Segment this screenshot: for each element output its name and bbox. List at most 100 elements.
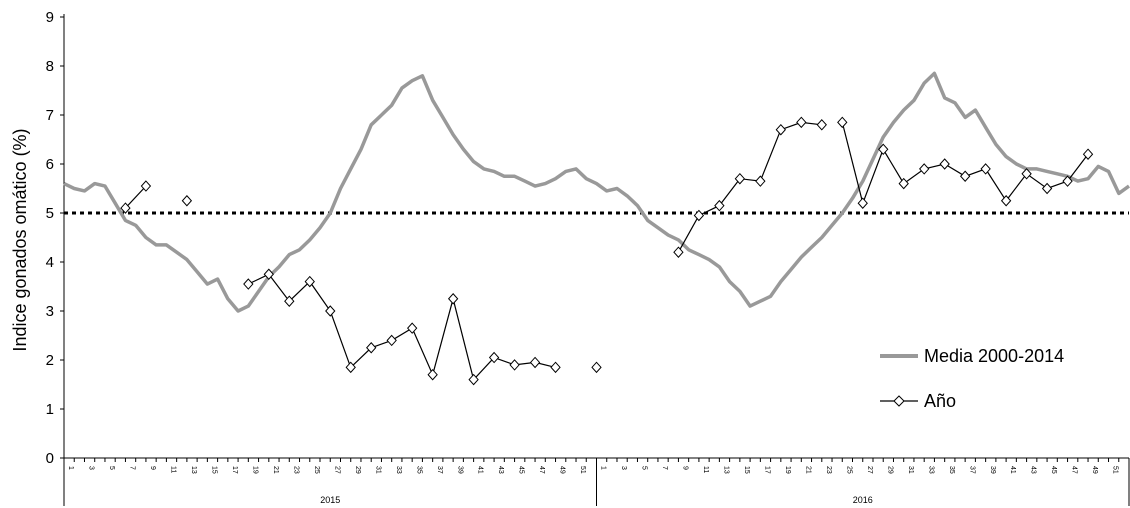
x-week-label: 19 — [251, 466, 258, 474]
series-anio-point — [714, 199, 725, 212]
plot-area — [63, 71, 1130, 386]
x-week-label: 21 — [272, 466, 279, 474]
series-anio-point — [775, 123, 786, 136]
series-anio-line — [124, 185, 147, 209]
series-anio-point — [427, 368, 438, 381]
y-tick-label: 1 — [46, 401, 54, 418]
x-week-label: 7 — [129, 466, 136, 470]
x-week-label: 9 — [682, 466, 689, 470]
x-week-label: 43 — [1030, 466, 1037, 474]
series-anio-point — [673, 246, 684, 258]
x-week-label: 49 — [1091, 466, 1098, 474]
y-tick-label: 9 — [46, 9, 54, 26]
x-week-label: 9 — [149, 466, 156, 470]
x-week-label: 13 — [190, 466, 197, 474]
series-anio-line — [677, 121, 822, 253]
x-week-label: 45 — [518, 466, 525, 474]
series-anio-point — [1021, 168, 1032, 180]
x-week-label: 31 — [374, 466, 381, 474]
x-week-label: 7 — [661, 466, 668, 470]
x-week-label: 27 — [866, 466, 873, 474]
y-tick-label: 3 — [46, 303, 54, 320]
x-week-label: 23 — [292, 466, 299, 474]
x-week-label: 13 — [723, 466, 730, 474]
series-anio-point — [796, 116, 807, 129]
x-week-label: 15 — [210, 466, 217, 474]
series-anio-point — [1000, 195, 1012, 207]
series-anio-point — [1062, 175, 1073, 187]
x-week-label: 17 — [763, 466, 770, 474]
series-anio-point — [878, 143, 889, 156]
group-label: 2015 — [320, 495, 340, 505]
legend-anio-label: Año — [924, 391, 956, 411]
x-week-label: 5 — [641, 466, 648, 470]
series-anio-point — [468, 373, 479, 386]
x-week-label: 35 — [948, 466, 955, 474]
x-week-label: 11 — [702, 466, 709, 473]
x-week-label: 21 — [804, 466, 811, 474]
series-anio-point — [1082, 148, 1094, 160]
series-anio-point — [959, 170, 971, 182]
series-anio-point — [550, 361, 561, 374]
series-anio-point — [816, 119, 827, 131]
series-anio-point — [529, 356, 541, 369]
x-week-label: 29 — [886, 466, 893, 474]
series-anio-line — [248, 273, 556, 381]
x-week-label: 51 — [1112, 466, 1119, 474]
x-week-label: 3 — [620, 466, 627, 470]
x-week-label: 25 — [313, 466, 320, 474]
x-week-label: 45 — [1050, 466, 1057, 474]
y-tick-label: 5 — [46, 205, 54, 222]
series-anio-point — [857, 197, 868, 209]
series-anio-point — [734, 172, 746, 185]
x-week-label: 43 — [497, 466, 504, 474]
series-anio-point — [120, 202, 131, 214]
legend-media-label: Media 2000-2014 — [924, 346, 1064, 366]
series-anio-point — [407, 322, 418, 334]
series-anio-point — [181, 195, 193, 207]
series-anio-point — [243, 278, 254, 290]
x-week-label: 3 — [88, 466, 95, 470]
x-week-label: 49 — [559, 466, 566, 474]
series-anio-point — [447, 293, 459, 305]
x-week-label: 17 — [231, 466, 238, 474]
series-anio-point — [284, 295, 295, 307]
series-anio-point — [755, 175, 766, 187]
series-anio-point — [345, 361, 356, 374]
x-week-label: 39 — [989, 466, 996, 474]
series-anio-point — [1041, 182, 1053, 195]
legend: Media 2000-2014 Año — [880, 346, 1064, 411]
y-tick-label: 0 — [46, 450, 54, 467]
x-week-label: 1 — [600, 466, 607, 470]
series-anio-point — [386, 334, 397, 347]
series-anio-point — [980, 163, 991, 175]
x-week-label: 31 — [907, 466, 914, 474]
x-week-label: 33 — [927, 466, 934, 474]
series-anio-point — [304, 275, 315, 288]
series-anio-point — [366, 342, 377, 354]
x-week-label: 41 — [1009, 466, 1016, 474]
x-week-label: 23 — [825, 466, 832, 474]
legend-anio-marker — [893, 395, 905, 407]
series-anio-point — [591, 361, 602, 374]
series-anio-point — [693, 209, 705, 222]
x-week-label: 1 — [67, 466, 74, 470]
series-anio-point — [837, 116, 848, 129]
x-week-label: 11 — [170, 466, 177, 473]
y-tick-label: 4 — [46, 254, 54, 271]
x-week-label: 37 — [968, 466, 975, 474]
x-week-label: 27 — [333, 466, 340, 474]
series-media-line — [63, 71, 1130, 313]
x-week-label: 29 — [354, 466, 361, 474]
series-anio-point — [509, 359, 520, 371]
y-tick-label: 7 — [46, 107, 54, 124]
x-week-label: 37 — [436, 466, 443, 474]
group-label: 2016 — [853, 495, 873, 505]
y-tick-label: 2 — [46, 352, 54, 369]
x-week-label: 51 — [579, 466, 586, 474]
y-tick-label: 8 — [46, 58, 54, 75]
y-axis-label: Indice gonados omático (%) — [10, 128, 30, 351]
